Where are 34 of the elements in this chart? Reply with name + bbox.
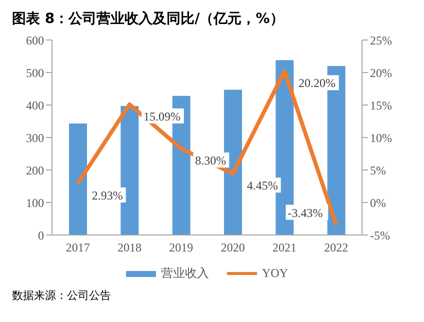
x-tick-label: 2021 <box>272 240 296 255</box>
y2-tick-label: 20% <box>370 66 392 80</box>
y2-tick-label: -5% <box>370 228 390 242</box>
y2-tick-label: 10% <box>370 130 392 145</box>
data-label: -3.43% <box>288 206 323 220</box>
legend-label: 营业收入 <box>161 265 209 282</box>
x-tick-label: 2019 <box>169 240 194 255</box>
y-tick-label: 500 <box>26 66 44 80</box>
y-tick-label: 400 <box>26 98 44 112</box>
x-tick-label: 2017 <box>66 240 90 255</box>
x-tick-label: 2018 <box>118 240 142 255</box>
legend-label: YOY <box>262 266 288 281</box>
y-tick-label: 0 <box>38 228 44 242</box>
y-tick-label: 100 <box>26 196 44 210</box>
bar <box>224 90 242 235</box>
y2-tick-label: 5% <box>370 163 386 178</box>
bar <box>69 124 87 235</box>
source-note: 数据来源：公司公告 <box>11 288 112 303</box>
chart-title: 图表 8：公司营业收入及同比/（亿元，%） <box>11 10 285 29</box>
bar <box>120 106 139 235</box>
y-tick-label: 600 <box>26 33 44 48</box>
y-tick-label: 200 <box>26 163 44 178</box>
data-label: 4.45% <box>246 178 278 193</box>
y2-tick-label: 15% <box>370 98 392 112</box>
y2-tick-label: 0% <box>370 196 386 210</box>
y-tick-label: 300 <box>26 130 44 145</box>
data-label: 2.93% <box>92 188 123 202</box>
y2-tick-label: 25% <box>370 33 392 48</box>
line-series <box>76 69 338 227</box>
x-tick-label: 2020 <box>220 240 245 255</box>
data-label: 15.09% <box>144 109 180 124</box>
data-label: 8.30% <box>195 154 226 168</box>
data-label: 20.20% <box>298 76 336 90</box>
x-tick-label: 2022 <box>324 240 348 255</box>
